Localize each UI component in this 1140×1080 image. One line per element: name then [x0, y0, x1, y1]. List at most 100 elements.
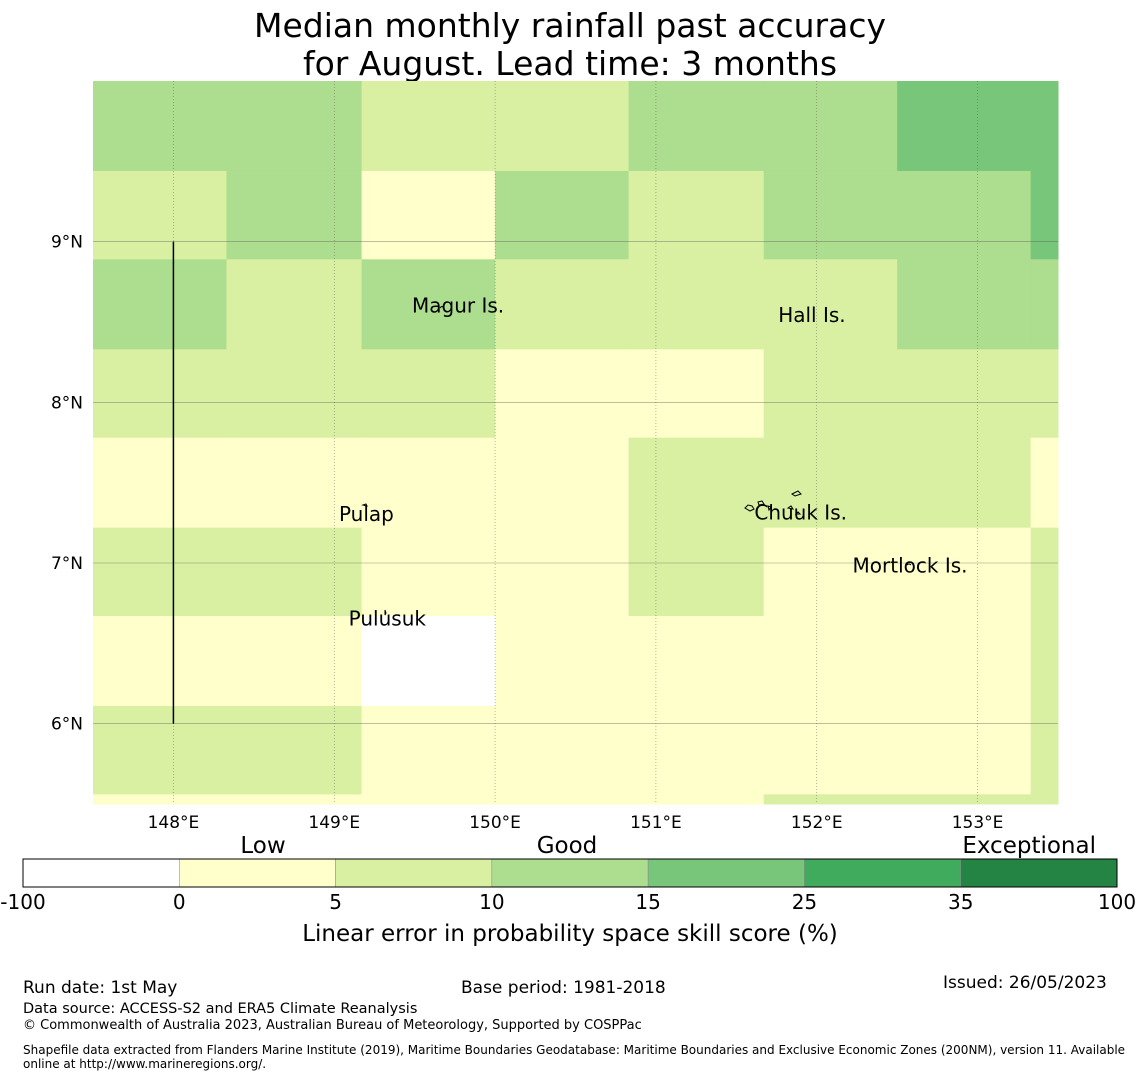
lat-tick-label: 9°N	[51, 233, 83, 253]
grid-cell	[93, 705, 227, 795]
grid-cell	[495, 349, 630, 439]
colorbar-tick-label: 0	[173, 890, 186, 914]
lon-tick-label: 152°E	[791, 813, 843, 833]
grid-cell	[897, 527, 1032, 617]
grid-cell	[763, 527, 898, 617]
place-label: Mortlock Is.	[853, 554, 968, 578]
island-outline	[744, 500, 772, 512]
grid-cell	[495, 616, 630, 707]
grid-cell	[628, 794, 765, 805]
grid-cell	[1030, 794, 1059, 805]
grid-cell	[495, 259, 630, 350]
grid-cell	[897, 705, 1032, 795]
grid-cell	[226, 170, 363, 260]
grid-cell	[361, 259, 496, 350]
grid-cell	[897, 81, 1032, 172]
grid-cell	[361, 705, 496, 795]
grid-cell	[495, 794, 630, 805]
colorbar-tick-label: 15	[635, 890, 660, 914]
grid-cell	[93, 616, 227, 707]
shapefile-credit-line-1: Shapefile data extracted from Flanders M…	[23, 1043, 1126, 1057]
grid-cell	[361, 437, 496, 529]
grid-cell	[226, 794, 363, 805]
place-label: Chuuk Is.	[754, 501, 847, 525]
colorbar-tick-label: 100	[1098, 890, 1136, 914]
grid-cell	[361, 616, 496, 707]
grid-cell	[763, 705, 898, 795]
place-labels: Magur Is. Hall Is. Pulap Chuuk Is. Mortlock …	[339, 293, 968, 630]
lon-tick-label: 148°E	[148, 813, 200, 833]
colorbar-tick-label: 35	[948, 890, 973, 914]
place-label: Magur Is.	[412, 293, 504, 317]
grid-cell	[495, 705, 630, 795]
colorbar-class-label: Low	[240, 833, 285, 859]
grid-cell	[897, 794, 1032, 805]
colorbar-legend: -100 0 5 10 15 25 35 100 Low Good Exceptional	[0, 833, 1136, 914]
lat-tick-label: 8°N	[51, 393, 83, 413]
grid-cell	[361, 349, 496, 439]
island-outline	[361, 503, 368, 507]
grid-cell	[763, 259, 898, 350]
lon-tick-label: 153°E	[952, 813, 1004, 833]
lon-tick-label: 151°E	[630, 813, 682, 833]
colorbar-class-label: Exceptional	[962, 833, 1096, 859]
grid-cell	[226, 259, 363, 350]
island-outline	[384, 609, 387, 616]
grid-cell	[897, 437, 1032, 529]
place-label: Pulusuk	[349, 607, 427, 631]
grid-cell	[93, 170, 227, 260]
shapefile-credit-line-2: online at http://www.marineregions.org/.	[23, 1057, 267, 1071]
copyright-notice: © Commonwealth of Australia 2023, Austra…	[23, 1018, 642, 1033]
graticule	[93, 81, 1058, 804]
issued-date: Issued: 26/05/2023	[943, 973, 1107, 993]
grid-cell	[226, 616, 363, 707]
grid-cell	[361, 81, 496, 172]
lat-tick-label: 7°N	[51, 554, 83, 574]
grid-cell	[93, 437, 227, 529]
grid-cell	[628, 81, 765, 172]
grid-cell	[495, 170, 630, 260]
grid-cell	[763, 170, 898, 260]
map-title-line-2: for August. Lead time: 3 months	[302, 44, 838, 83]
grid-cell	[93, 349, 227, 439]
colorbar-tick-label: 5	[329, 890, 342, 914]
colorbar-segment	[804, 858, 961, 888]
grid-cell	[495, 437, 630, 529]
grid-cell	[628, 349, 765, 439]
grid-cell	[628, 705, 765, 795]
grid-cell	[226, 437, 363, 529]
grid-cell	[763, 81, 898, 172]
lon-tick-label: 150°E	[469, 813, 521, 833]
colorbar-tick-label: 10	[479, 890, 504, 914]
colorbar-axis-label: Linear error in probability space skill …	[302, 921, 838, 947]
grid-cell	[495, 527, 630, 617]
grid-cell	[628, 437, 765, 529]
colorbar-tick-label: 25	[792, 890, 817, 914]
colorbar-segment	[491, 858, 649, 888]
grid-cell	[763, 437, 898, 529]
base-period: Base period: 1981-2018	[461, 978, 666, 998]
grid-cell	[93, 794, 227, 805]
colorbar-segment	[22, 858, 180, 888]
grid-cell	[1030, 259, 1059, 350]
island-outline	[786, 490, 802, 515]
grid-cell	[1030, 349, 1059, 439]
island-outlines	[361, 306, 912, 616]
grid-cell	[226, 349, 363, 439]
grid-cell	[897, 349, 1032, 439]
grid-cell	[897, 616, 1032, 707]
grid-cell	[1030, 527, 1059, 617]
grid-cell	[628, 170, 765, 260]
grid-cell	[361, 170, 496, 260]
grid-cell	[1030, 437, 1059, 529]
grid-cell	[1030, 705, 1059, 795]
axis-tick-labels: 148°E 149°E 150°E 151°E 152°E 153°E 9°N 8°N 7°N 6…	[51, 233, 1003, 833]
colorbar-frame	[22, 858, 1118, 888]
colorbar-tick-label: -100	[0, 890, 45, 914]
data-source: Data source: ACCESS-S2 and ERA5 Climate …	[23, 1001, 418, 1017]
grid-cell	[495, 81, 630, 172]
island-outline	[906, 563, 912, 566]
colorbar-segment	[179, 858, 336, 888]
grid-cell	[1030, 81, 1059, 172]
place-label: Pulap	[339, 502, 394, 526]
